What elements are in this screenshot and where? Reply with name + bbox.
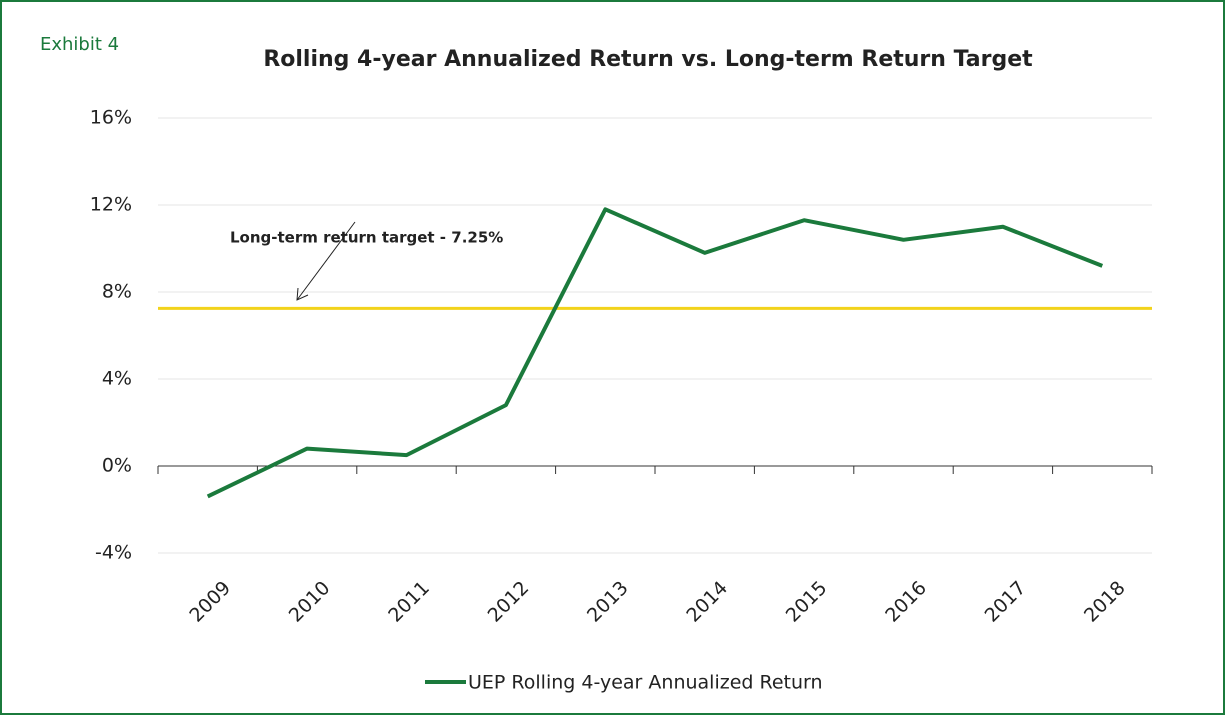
exhibit-label: Exhibit 4 (40, 34, 119, 55)
series-line (206, 207, 1104, 499)
legend-label: UEP Rolling 4-year Annualized Return (468, 672, 823, 694)
y-tick-label: 0% (102, 455, 132, 477)
arrow-head (296, 287, 309, 301)
y-tick-label: -4% (95, 542, 132, 564)
annotation: Long-term return target - 7.25% (230, 229, 503, 247)
y-tick-label: 12% (90, 194, 132, 216)
y-tick-label: 4% (102, 368, 132, 390)
annotation-arrow (296, 221, 356, 301)
chart-title: Rolling 4-year Annualized Return vs. Lon… (263, 47, 1033, 72)
y-tick-label: 16% (90, 107, 132, 129)
y-tick-label: 8% (102, 281, 132, 303)
